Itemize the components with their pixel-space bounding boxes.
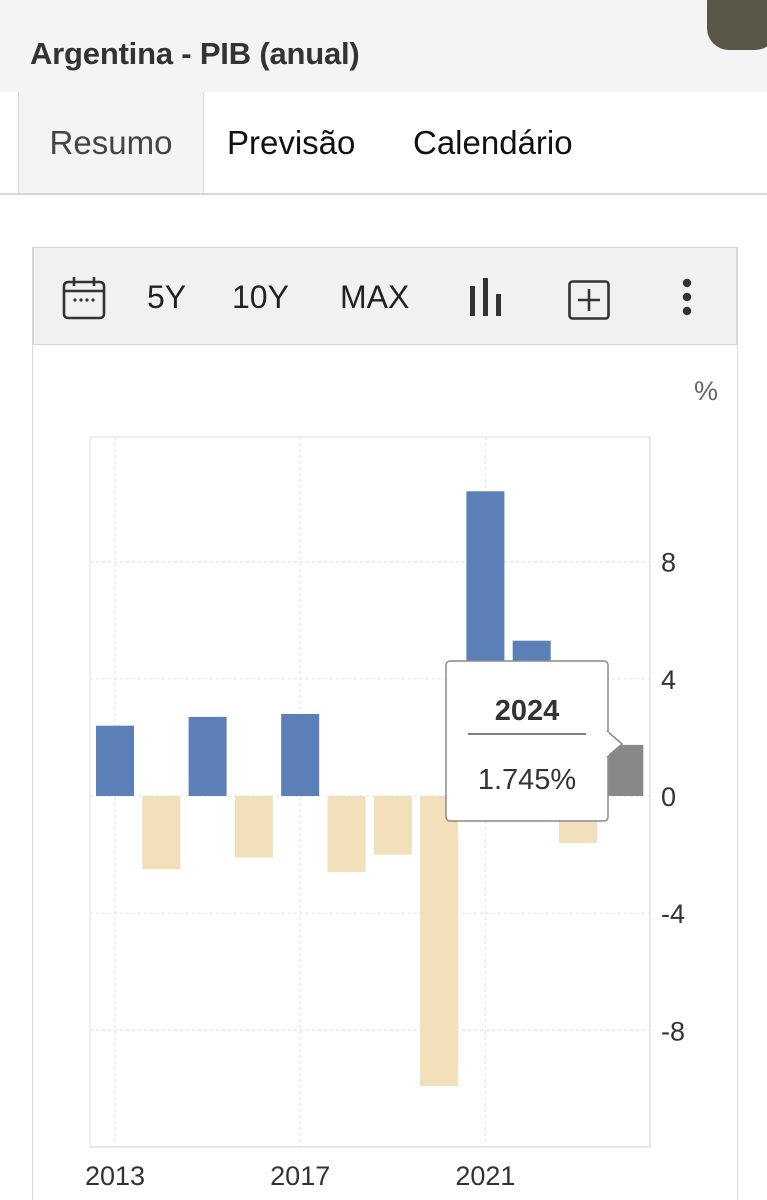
bar-2015 <box>188 716 227 796</box>
y-tick-label: 0 <box>661 782 676 812</box>
calendar-icon[interactable] <box>62 276 106 320</box>
title-bar: Argentina - PIB (anual) <box>0 0 767 93</box>
chart-card: 5Y 10Y MAX <box>32 247 738 1200</box>
y-tick-label: -8 <box>661 1016 685 1046</box>
bar-2020 <box>420 796 459 1087</box>
corner-tab[interactable] <box>707 0 767 50</box>
range-max-button[interactable]: MAX <box>340 279 410 315</box>
bar-2017 <box>281 713 320 796</box>
bar-2019 <box>373 796 412 855</box>
bar-2016 <box>234 796 273 858</box>
plus-box-icon[interactable] <box>568 280 610 320</box>
y-tick-label: 4 <box>661 665 676 695</box>
y-tick-label: -4 <box>661 899 685 929</box>
range-10y-button[interactable]: 10Y <box>232 279 289 315</box>
tab-bar: Resumo Previsão Calendário <box>0 92 767 195</box>
bar-2013 <box>96 725 134 796</box>
tooltip-year: 2024 <box>495 695 560 727</box>
tooltip-box <box>445 660 609 822</box>
chart-tooltip: 2024 1.745% <box>445 660 624 822</box>
chart-axes: 8 4 0 -4 -8% 2013 2017 2021 <box>85 376 718 1191</box>
gdp-bar-chart: 8 4 0 -4 -8% 2013 2017 2021 2024 1.745% <box>85 376 718 1191</box>
bar-chart-icon[interactable] <box>468 278 504 318</box>
tab-resumo[interactable]: Resumo <box>18 92 204 193</box>
y-unit-label: % <box>694 376 718 406</box>
tooltip-value: 1.745% <box>478 764 576 796</box>
content-area: 5Y 10Y MAX <box>0 195 767 1200</box>
x-tick-label: 2021 <box>455 1161 515 1191</box>
more-vertical-icon[interactable] <box>677 278 697 318</box>
chart-toolbar: 5Y 10Y MAX <box>33 247 737 345</box>
y-tick-label: 8 <box>661 548 676 578</box>
tab-calendario[interactable]: Calendário <box>413 124 573 161</box>
tab-previsao[interactable]: Previsão <box>227 124 356 161</box>
page-title: Argentina - PIB (anual) <box>30 36 360 71</box>
bar-2018 <box>327 796 366 873</box>
x-tick-label: 2013 <box>85 1161 145 1191</box>
range-5y-button[interactable]: 5Y <box>147 279 187 315</box>
x-tick-label: 2017 <box>270 1161 330 1191</box>
tooltip-arrow <box>606 730 624 758</box>
bar-2014 <box>142 796 181 870</box>
